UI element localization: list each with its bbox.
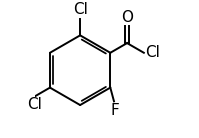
- Text: Cl: Cl: [145, 45, 160, 60]
- Text: O: O: [121, 10, 133, 25]
- Text: Cl: Cl: [27, 97, 42, 112]
- Text: Cl: Cl: [73, 2, 88, 17]
- Text: F: F: [110, 103, 119, 118]
